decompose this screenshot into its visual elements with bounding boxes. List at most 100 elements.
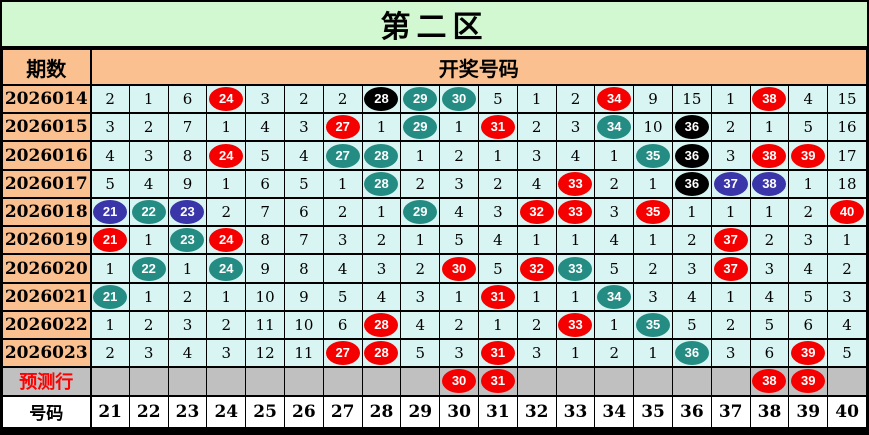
result-cell: 1 [671, 196, 712, 228]
result-cell: 4 [283, 140, 324, 171]
result-cell: 28 [361, 338, 402, 369]
result-cell: 3 [439, 168, 479, 199]
result-cell: 1 [516, 281, 557, 312]
lottery-ball-blue: 23 [170, 200, 205, 225]
lottery-ball-red: 38 [752, 143, 787, 168]
result-cell: 30 [439, 83, 479, 115]
lottery-ball-teal: 22 [131, 256, 166, 281]
period-label: 2026020 [2, 253, 92, 284]
lottery-ball-red: 30 [442, 369, 477, 394]
result-cell: 28 [361, 140, 402, 171]
result-cell: 4 [477, 225, 518, 256]
result-cell: 2 [749, 225, 790, 256]
result-cell: 1 [361, 196, 402, 228]
result-cell: 3 [477, 196, 518, 228]
prediction-cell [206, 366, 247, 397]
number-cell: 37 [710, 394, 751, 429]
result-cell: 15 [671, 83, 712, 115]
result-cell: 9 [283, 281, 324, 312]
numbers-row: 号码 21 22 23 24 25 26 27 28 29 30 31 32 33 34 35 36 37 38 39… [2, 394, 867, 429]
result-cell: 29 [400, 83, 441, 115]
result-cell: 1 [167, 253, 208, 284]
period-label: 2026017 [2, 168, 92, 199]
result-cell: 40 [827, 196, 867, 228]
result-cell: 3 [555, 112, 596, 143]
lottery-ball-red: 31 [480, 284, 515, 309]
result-cell: 37 [710, 225, 751, 256]
result-cell: 2 [827, 253, 867, 284]
lottery-ball-teal: 35 [636, 143, 671, 168]
result-cell: 23 [167, 196, 208, 228]
table-body: 2026014 2 1 6 24 3 2 2 28 29 30 5 1 2 34 9 15 1 38 4 15 20260… [2, 83, 867, 429]
result-cell: 38 [749, 140, 790, 171]
period-label: 2026019 [2, 225, 92, 256]
number-cell: 25 [245, 394, 285, 429]
prediction-cell: 31 [477, 366, 518, 397]
result-cell: 2 [516, 309, 557, 341]
prediction-cell [90, 366, 130, 397]
result-cell: 1 [555, 338, 596, 369]
result-cell: 2 [633, 253, 673, 284]
lottery-ball-teal: 33 [558, 256, 593, 281]
lottery-ball-blue: 37 [713, 171, 748, 196]
result-cell: 16 [827, 112, 867, 143]
period-row: 2026018 21 22 23 2 7 6 2 1 29 4 3 32 33 3 35 1 1 1 2 40 [2, 196, 867, 228]
number-cell: 29 [400, 394, 441, 429]
lottery-ball-teal: 29 [403, 200, 438, 225]
result-cell: 35 [633, 196, 673, 228]
prediction-cell [516, 366, 557, 397]
result-cell: 3 [128, 338, 169, 369]
period-row: 2026021 21 1 2 1 10 9 5 4 3 1 31 1 1 34 3 4 1 4 5 3 [2, 281, 867, 312]
result-cell: 1 [594, 140, 635, 171]
result-cell: 2 [283, 83, 324, 115]
result-cell: 33 [555, 168, 596, 199]
prediction-cell [128, 366, 169, 397]
lottery-ball-blue: 38 [752, 171, 787, 196]
result-cell: 6 [283, 196, 324, 228]
result-cell: 2 [206, 196, 247, 228]
prediction-cell [322, 366, 363, 397]
result-cell: 4 [788, 253, 829, 284]
result-cell: 1 [206, 281, 247, 312]
numbers-label: 号码 [2, 394, 92, 429]
result-cell: 2 [400, 253, 441, 284]
result-cell: 1 [400, 225, 441, 256]
lottery-ball-red: 32 [519, 200, 554, 225]
result-cell: 4 [749, 281, 790, 312]
result-cell: 1 [555, 281, 596, 312]
result-cell: 3 [671, 253, 712, 284]
result-cell: 3 [245, 83, 285, 115]
number-cell: 21 [90, 394, 130, 429]
result-cell: 35 [633, 309, 673, 341]
result-cell: 2 [90, 83, 130, 115]
result-cell: 33 [555, 196, 596, 228]
prediction-cell [283, 366, 324, 397]
result-cell: 4 [245, 112, 285, 143]
result-cell: 10 [245, 281, 285, 312]
result-cell: 5 [827, 338, 867, 369]
period-row: 2026014 2 1 6 24 3 2 2 28 29 30 5 1 2 34 9 15 1 38 4 15 [2, 83, 867, 115]
number-cell: 39 [788, 394, 829, 429]
result-cell: 10 [283, 309, 324, 341]
result-cell: 3 [167, 309, 208, 341]
result-cell: 11 [283, 338, 324, 369]
result-cell: 34 [594, 83, 635, 115]
result-cell: 5 [283, 168, 324, 199]
trend-table: 期数 开奖号码 2026014 2 1 6 24 3 2 2 28 29 30 5 1 2 34 9 15 1 38… [2, 48, 867, 429]
prediction-cell [245, 366, 285, 397]
lottery-ball-teal: 22 [131, 200, 166, 225]
lottery-ball-teal: 28 [364, 143, 399, 168]
result-cell: 18 [827, 168, 867, 199]
result-cell: 1 [516, 83, 557, 115]
period-label: 2026015 [2, 112, 92, 143]
result-cell: 31 [477, 338, 518, 369]
result-cell: 27 [322, 140, 363, 171]
result-cell: 3 [594, 196, 635, 228]
lottery-ball-teal: 36 [674, 341, 709, 366]
number-cell: 40 [827, 394, 867, 429]
result-cell: 1 [439, 112, 479, 143]
result-cell: 28 [361, 83, 402, 115]
prediction-cell [671, 366, 712, 397]
period-label: 2026018 [2, 196, 92, 228]
result-cell: 1 [206, 168, 247, 199]
